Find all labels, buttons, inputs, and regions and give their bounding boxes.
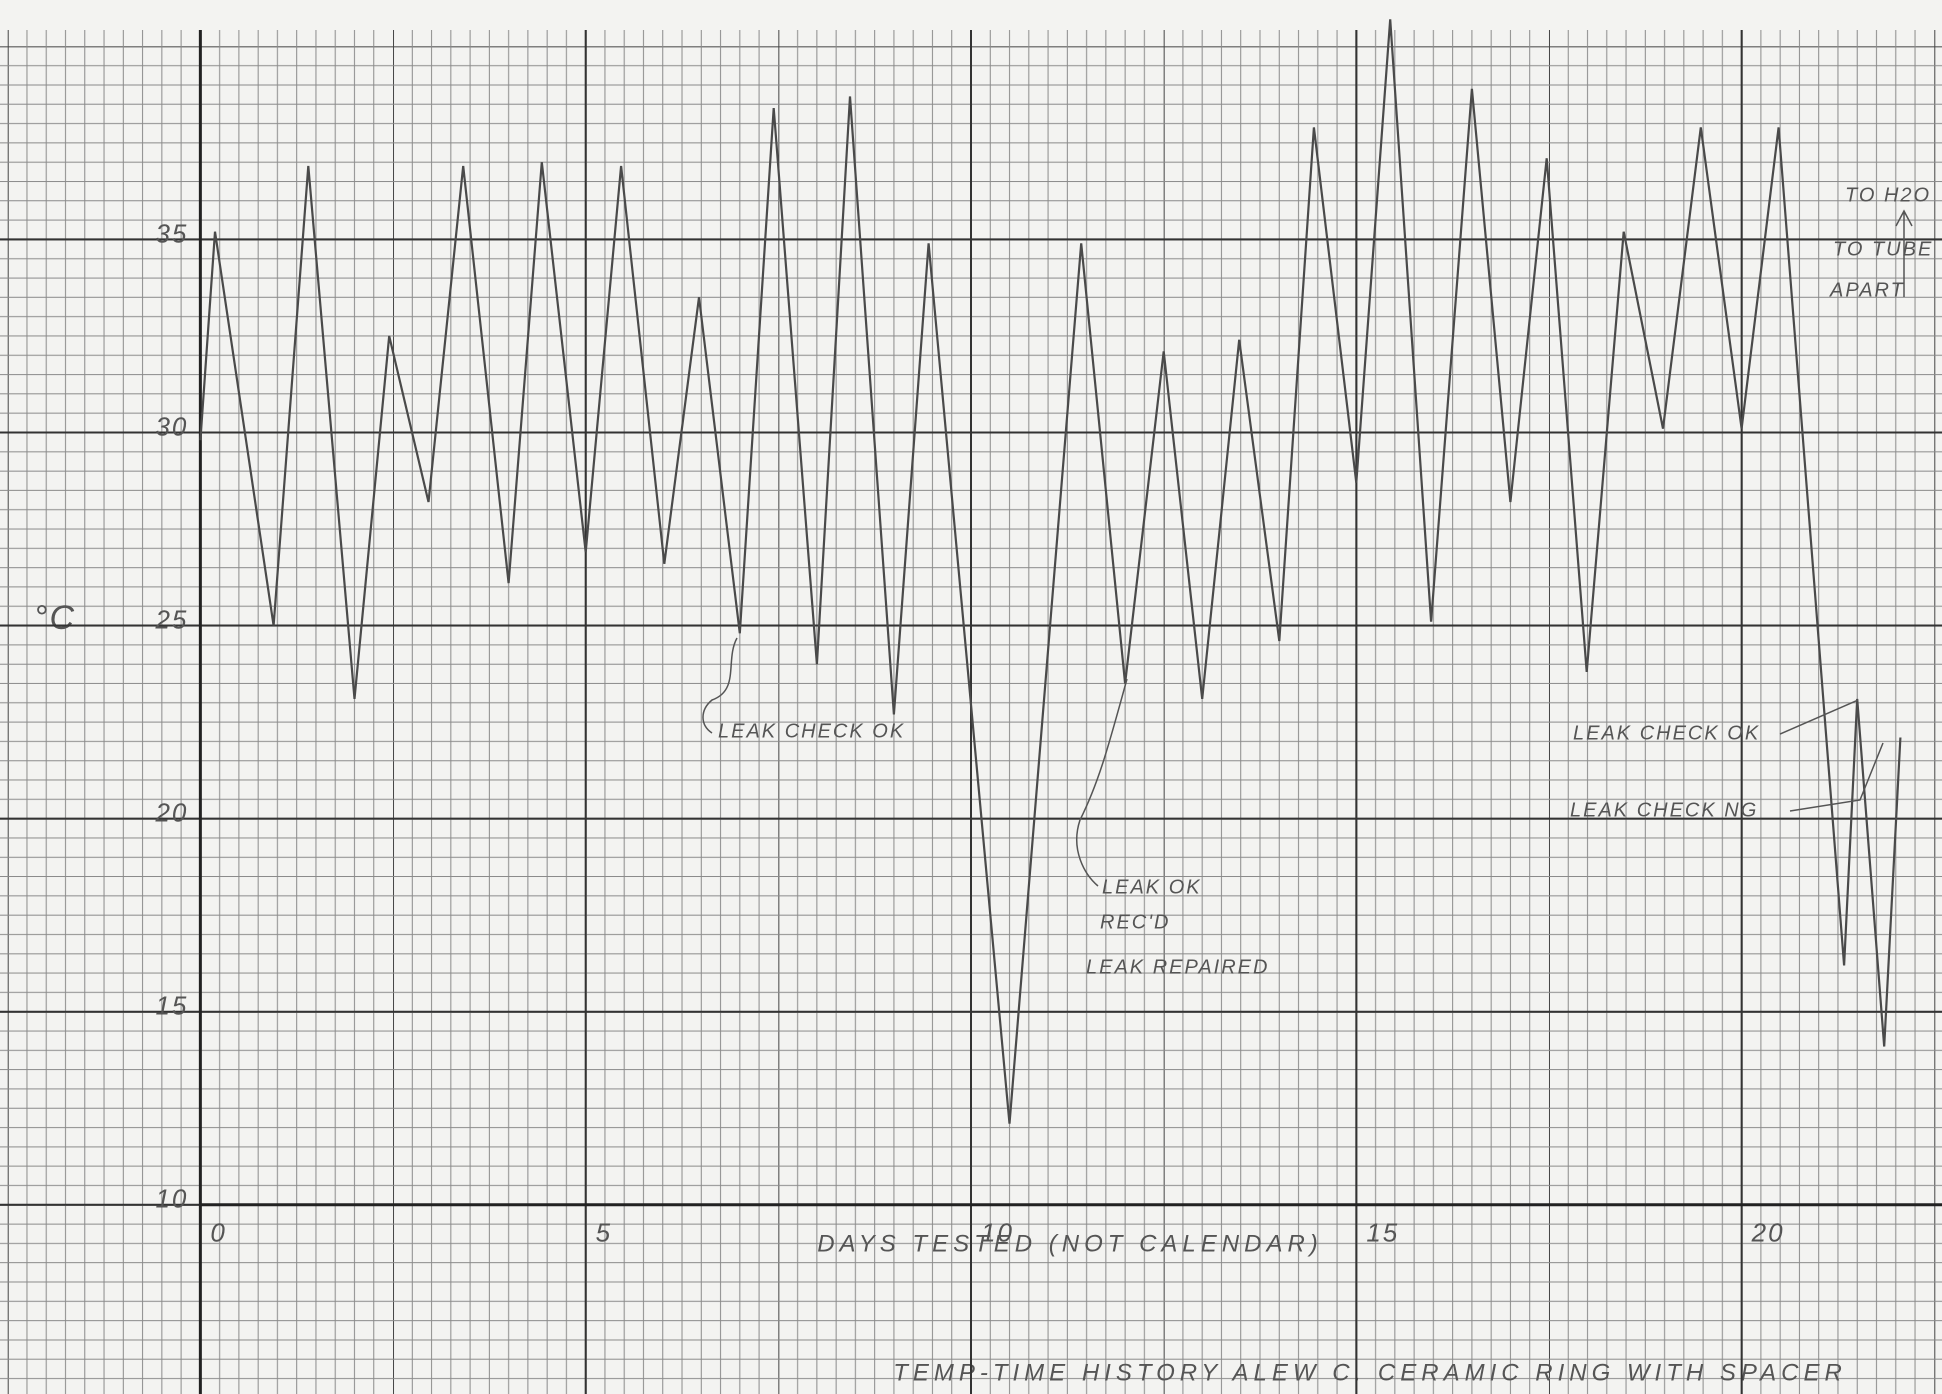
y-tick-label: 20 [154, 798, 188, 828]
y-tick-label: 30 [155, 411, 188, 441]
x-tick-label: 20 [1751, 1218, 1785, 1248]
annotation: LEAK OK [1102, 876, 1202, 898]
annotation: LEAK CHECK OK [1573, 722, 1760, 744]
x-tick-label: 5 [596, 1218, 612, 1248]
y-tick-label: 15 [155, 991, 188, 1021]
x-tick-label: 15 [1366, 1218, 1399, 1248]
annotation: TO H2O [1845, 184, 1931, 206]
annotation: TO TUBE [1833, 238, 1933, 260]
x-tick-label: 10 [981, 1218, 1014, 1248]
y-tick-label: 10 [155, 1184, 188, 1214]
annotation: LEAK CHECK NG [1570, 799, 1758, 821]
annotation: LEAK REPAIRED [1086, 956, 1269, 978]
y-tick-label: 25 [154, 604, 188, 634]
x-axis-label: DAYS TESTED (NOT CALENDAR) [817, 1230, 1323, 1257]
annotation: LEAK CHECK OK [718, 720, 905, 742]
annotation: APART [1829, 279, 1905, 301]
annotation: REC'D [1100, 911, 1171, 933]
x-tick-label: 0 [210, 1218, 226, 1248]
y-tick-label: 35 [155, 218, 188, 248]
chart-title: TEMP-TIME HISTORY ALEW C. CERAMIC RING W… [893, 1359, 1847, 1386]
y-axis-label: °C [34, 599, 76, 637]
chart: °C DAYS TESTED (NOT CALENDAR) TEMP-TIME … [0, 0, 1942, 1394]
